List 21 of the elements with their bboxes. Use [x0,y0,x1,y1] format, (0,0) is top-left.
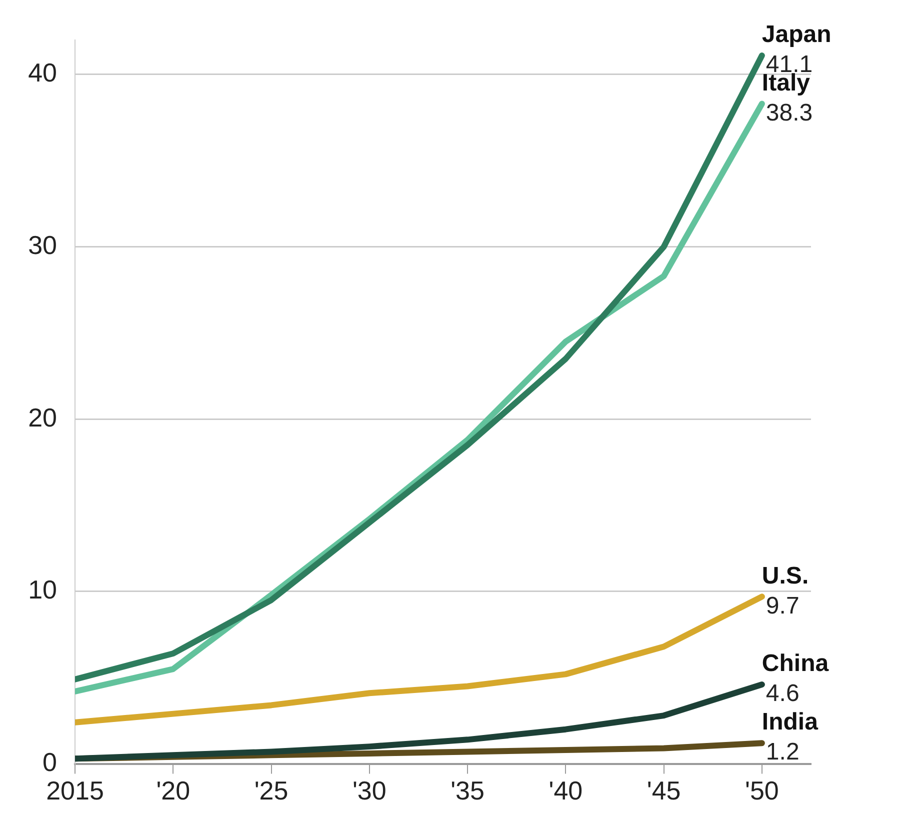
x-tick-label: '20 [156,776,190,806]
x-tick-label: '30 [352,776,386,806]
x-tick-label: '35 [450,776,484,806]
y-tick-label: 30 [28,230,57,260]
series-label: India [762,708,819,736]
x-tick-label: '50 [744,776,779,806]
series-label: China [762,650,830,678]
y-tick-label: 0 [42,746,57,777]
series-label: U.S. [762,562,809,590]
x-tick-label: '45 [646,776,681,806]
data-label: 4.6 [766,680,800,708]
x-tick-label: '25 [254,776,288,806]
x-tick-label: '40 [548,776,583,806]
series-label: Japan [762,21,832,48]
y-tick-label: 40 [28,58,57,88]
y-tick-label: 10 [28,574,57,605]
data-label: 38.3 [766,99,813,126]
data-label: 1.2 [766,738,800,766]
data-label: 9.7 [766,592,800,620]
y-tick-label: 20 [28,402,57,432]
x-tick-label: 2015 [46,776,104,806]
